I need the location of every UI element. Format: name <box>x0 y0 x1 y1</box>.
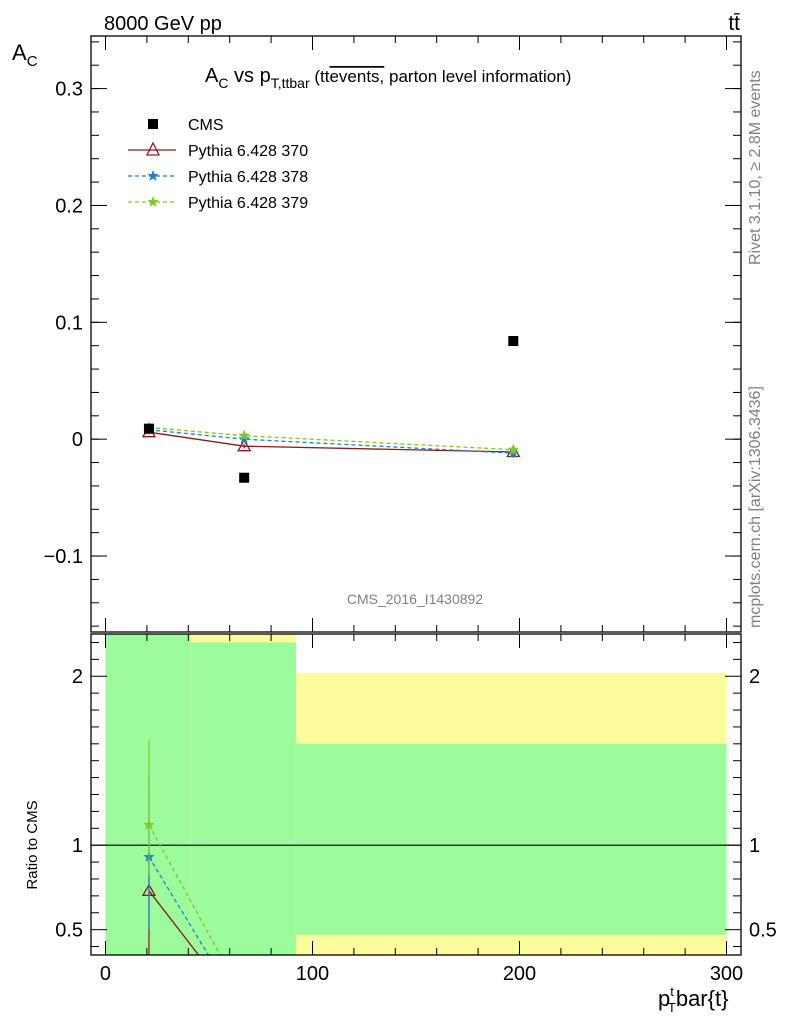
series-line <box>148 429 514 454</box>
legend-label-cms: CMS <box>188 117 224 134</box>
ratio-xlabel: pt Tbar{t} <box>658 984 728 1015</box>
ratio-ytick-label-right: 1 <box>749 835 760 857</box>
legend-marker-pythia-379 <box>147 196 159 207</box>
mcplots-label: mcplots.cern.ch [arXiv:1306.3436] <box>747 386 764 628</box>
title-overline: events, <box>329 67 384 86</box>
main-panel: −0.100.10.20.3 AC vs pT,ttbar (ttevents,… <box>12 35 742 633</box>
legend-marker-cms <box>148 119 158 129</box>
title-paren: (tt <box>310 67 330 86</box>
ratio-xtick-label: 100 <box>296 963 329 985</box>
ratio-axes: 0.5 0.5 1 1 2 2 0 100 200 300 <box>55 633 777 985</box>
analysis-label: CMS_2016_I1430892 <box>347 591 483 607</box>
series-cms <box>143 336 519 483</box>
xlabel-p: p <box>658 986 670 1011</box>
main-ylabel-text: A <box>12 40 27 65</box>
ratio-ytick-label-left: 2 <box>72 666 83 688</box>
ratio-ytick-label-left: 0.5 <box>55 920 83 942</box>
ratio-series-group <box>141 740 221 955</box>
title-tail: parton level information) <box>384 67 571 86</box>
xlabel-sub: T <box>668 1000 676 1015</box>
ratio-series-pythia-6-428-379 <box>143 740 221 955</box>
uncertainty-band-inner <box>295 743 727 935</box>
main-frame <box>90 35 742 633</box>
title-sub2: T,ttbar <box>271 75 310 91</box>
legend-item-pythia-379: Pythia 6.428 379 <box>128 195 308 212</box>
legend-item-pythia-370: Pythia 6.428 370 <box>128 141 308 160</box>
main-ytick-label: 0 <box>72 429 83 451</box>
ratio-xtick-label: 300 <box>710 963 743 985</box>
data-point-square <box>143 423 154 434</box>
main-ytick-label: −0.1 <box>44 546 83 568</box>
legend-marker-pythia-378 <box>147 170 159 181</box>
ratio-line <box>148 856 210 955</box>
title-main: A <box>205 65 219 87</box>
ratio-ytick-label-right: 2 <box>749 666 760 688</box>
ratio-panel: 0.5 0.5 1 1 2 2 0 100 200 300 Ratio to CMS pt Tbar… <box>24 633 777 1015</box>
rivet-version-label: Rivet 3.1.10, ≥ 2.8M events <box>747 70 764 265</box>
legend: CMS Pythia 6.428 370 Pythia 6.428 378 Py… <box>128 117 308 212</box>
series-line <box>148 431 514 453</box>
legend-marker-pythia-370 <box>145 141 161 156</box>
data-point-square <box>508 336 519 347</box>
series-pythia-6-428-370 <box>141 424 521 458</box>
legend-label-pythia-378: Pythia 6.428 378 <box>188 169 308 186</box>
data-point-triangle <box>237 438 252 452</box>
ratio-bands <box>91 634 741 955</box>
main-ylabel-sub: C <box>27 53 38 70</box>
series-pythia-6-428-378 <box>143 423 519 459</box>
process-label: tt̄ <box>728 12 740 35</box>
ratio-line <box>148 824 221 955</box>
main-ylabel: AC <box>12 40 38 70</box>
legend-item-cms: CMS <box>148 117 224 134</box>
uncertainty-band-inner <box>190 642 296 955</box>
ratio-ytick-label-right: 0.5 <box>749 920 777 942</box>
series-line <box>148 426 514 451</box>
ratio-ytick-label-left: 1 <box>72 835 83 857</box>
ratio-xtick-label: 200 <box>503 963 536 985</box>
data-point-star <box>238 429 250 441</box>
title-sub1: C <box>218 75 228 91</box>
main-ytick-label: 0.1 <box>55 312 83 334</box>
ratio-ylabel: Ratio to CMS <box>24 800 41 889</box>
main-ytick-label: 0.2 <box>55 195 83 217</box>
ratio-series <box>141 740 221 955</box>
legend-label-pythia-379: Pythia 6.428 379 <box>188 195 308 212</box>
xlabel-sup: t <box>670 984 674 999</box>
uncertainty-band-inner <box>105 634 191 955</box>
legend-label-pythia-370: Pythia 6.428 370 <box>188 143 308 160</box>
main-axes: −0.1 0 0.1 0.2 0.3 <box>44 35 742 633</box>
main-series <box>141 336 521 483</box>
data-point-star <box>507 443 519 455</box>
title-mid: vs p <box>228 65 270 87</box>
ratio-xtick-label: 0 <box>100 963 111 985</box>
ratio-point-star <box>143 818 155 830</box>
xlabel-tail: bar{t} <box>676 986 729 1011</box>
legend-item-pythia-378: Pythia 6.428 378 <box>128 169 308 186</box>
series-pythia-6-428-379 <box>143 421 519 455</box>
ratio-line <box>148 890 200 955</box>
data-point-star <box>238 433 250 445</box>
data-point-square <box>239 472 250 483</box>
plot-title: AC vs pT,ttbar (ttevents, parton level i… <box>205 65 571 91</box>
main-ytick-label: 0.3 <box>55 79 83 101</box>
energy-label: 8000 GeV pp <box>104 13 222 35</box>
